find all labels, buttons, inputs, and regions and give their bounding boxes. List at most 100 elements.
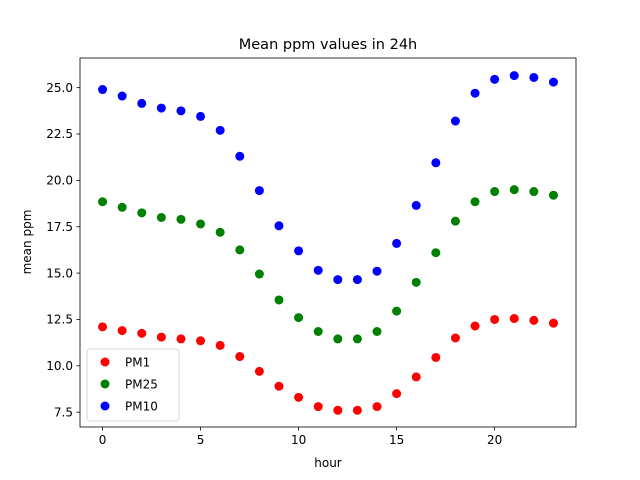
data-point-pm10 bbox=[548, 77, 558, 87]
data-point-pm1 bbox=[156, 332, 166, 342]
data-point-pm10 bbox=[156, 103, 166, 113]
chart-title: Mean ppm values in 24h bbox=[239, 37, 418, 53]
data-point-pm25 bbox=[215, 227, 225, 237]
data-point-pm10 bbox=[137, 98, 147, 108]
y-tick-label: 17.5 bbox=[46, 220, 73, 234]
data-point-pm1 bbox=[372, 402, 382, 412]
data-point-pm10 bbox=[235, 151, 245, 161]
data-point-pm1 bbox=[235, 352, 245, 362]
data-point-pm1 bbox=[117, 326, 127, 336]
data-point-pm1 bbox=[294, 392, 304, 402]
plot-frame bbox=[79, 57, 577, 428]
data-point-pm10 bbox=[294, 246, 304, 256]
data-point-pm10 bbox=[372, 266, 382, 276]
y-axis-label: mean ppm bbox=[20, 210, 34, 275]
data-point-pm10 bbox=[313, 265, 323, 275]
data-point-pm25 bbox=[137, 208, 147, 218]
x-tick-label: 5 bbox=[197, 433, 205, 447]
data-point-pm10 bbox=[274, 221, 284, 231]
data-point-pm1 bbox=[411, 372, 421, 382]
data-point-pm1 bbox=[196, 336, 206, 346]
data-point-pm10 bbox=[392, 238, 402, 248]
x-axis: 0 5 10 15 20 bbox=[99, 427, 502, 447]
y-tick-label: 12.5 bbox=[46, 313, 73, 327]
data-point-pm10 bbox=[411, 200, 421, 210]
data-point-pm1 bbox=[274, 381, 284, 391]
data-point-pm25 bbox=[156, 212, 166, 222]
legend-marker-pm1 bbox=[100, 357, 110, 367]
data-point-pm25 bbox=[450, 216, 460, 226]
data-point-pm10 bbox=[254, 186, 264, 196]
data-point-pm1 bbox=[98, 322, 108, 332]
data-point-pm10 bbox=[431, 158, 441, 168]
data-point-pm1 bbox=[431, 352, 441, 362]
y-tick-label: 25.0 bbox=[46, 81, 73, 95]
data-points bbox=[98, 71, 558, 415]
y-tick-label: 10.0 bbox=[46, 359, 73, 373]
data-point-pm1 bbox=[392, 389, 402, 399]
data-point-pm10 bbox=[98, 85, 108, 95]
data-point-pm10 bbox=[176, 106, 186, 116]
data-point-pm25 bbox=[509, 185, 519, 195]
legend-label-pm10: PM10 bbox=[125, 400, 158, 414]
legend-marker-pm25 bbox=[100, 379, 110, 389]
x-tick-label: 15 bbox=[389, 433, 404, 447]
data-point-pm25 bbox=[254, 269, 264, 279]
legend-label-pm25: PM25 bbox=[125, 378, 158, 392]
legend-marker-pm10 bbox=[100, 401, 110, 411]
legend-label-pm1: PM1 bbox=[125, 356, 150, 370]
data-point-pm1 bbox=[313, 402, 323, 412]
data-point-pm10 bbox=[490, 74, 500, 84]
data-point-pm25 bbox=[352, 334, 362, 344]
data-point-pm25 bbox=[196, 219, 206, 229]
data-point-pm25 bbox=[235, 245, 245, 255]
data-point-pm1 bbox=[352, 405, 362, 415]
data-point-pm1 bbox=[490, 314, 500, 324]
y-tick-label: 7.5 bbox=[54, 405, 73, 419]
data-point-pm10 bbox=[196, 111, 206, 121]
x-tick-label: 0 bbox=[99, 433, 107, 447]
data-point-pm10 bbox=[215, 125, 225, 135]
y-tick-label: 20.0 bbox=[46, 174, 73, 188]
data-point-pm25 bbox=[313, 327, 323, 337]
data-point-pm1 bbox=[215, 340, 225, 350]
plot-area bbox=[79, 57, 577, 428]
data-point-pm10 bbox=[529, 72, 539, 82]
data-point-pm1 bbox=[450, 333, 460, 343]
data-point-pm1 bbox=[176, 334, 186, 344]
data-point-pm25 bbox=[333, 334, 343, 344]
data-point-pm10 bbox=[333, 275, 343, 285]
y-tick-label: 15.0 bbox=[46, 266, 73, 280]
data-point-pm1 bbox=[529, 315, 539, 325]
data-point-pm25 bbox=[294, 313, 304, 323]
data-point-pm1 bbox=[137, 328, 147, 338]
data-point-pm1 bbox=[254, 366, 264, 376]
data-point-pm25 bbox=[548, 190, 558, 200]
data-point-pm25 bbox=[529, 187, 539, 197]
data-point-pm1 bbox=[548, 318, 558, 328]
data-point-pm25 bbox=[176, 214, 186, 224]
data-point-pm25 bbox=[490, 187, 500, 197]
data-point-pm10 bbox=[450, 116, 460, 126]
x-axis-label: hour bbox=[314, 456, 342, 470]
data-point-pm10 bbox=[470, 88, 480, 98]
data-point-pm1 bbox=[470, 321, 480, 331]
data-point-pm10 bbox=[509, 71, 519, 81]
y-axis: 7.5 10.0 12.5 15.0 17.5 20.0 22.5 25.0 bbox=[46, 81, 80, 419]
legend-box bbox=[86, 348, 180, 422]
x-tick-label: 20 bbox=[487, 433, 502, 447]
data-point-pm10 bbox=[117, 91, 127, 101]
data-point-pm25 bbox=[274, 295, 284, 305]
y-tick-label: 22.5 bbox=[46, 127, 73, 141]
data-point-pm10 bbox=[352, 275, 362, 285]
data-point-pm25 bbox=[372, 327, 382, 337]
legend: PM1 PM25 PM10 bbox=[86, 348, 180, 422]
data-point-pm1 bbox=[509, 314, 519, 324]
data-point-pm25 bbox=[392, 306, 402, 316]
data-point-pm25 bbox=[470, 197, 480, 207]
data-point-pm1 bbox=[333, 405, 343, 415]
data-point-pm25 bbox=[98, 197, 108, 207]
data-point-pm25 bbox=[411, 277, 421, 287]
data-point-pm25 bbox=[117, 202, 127, 212]
